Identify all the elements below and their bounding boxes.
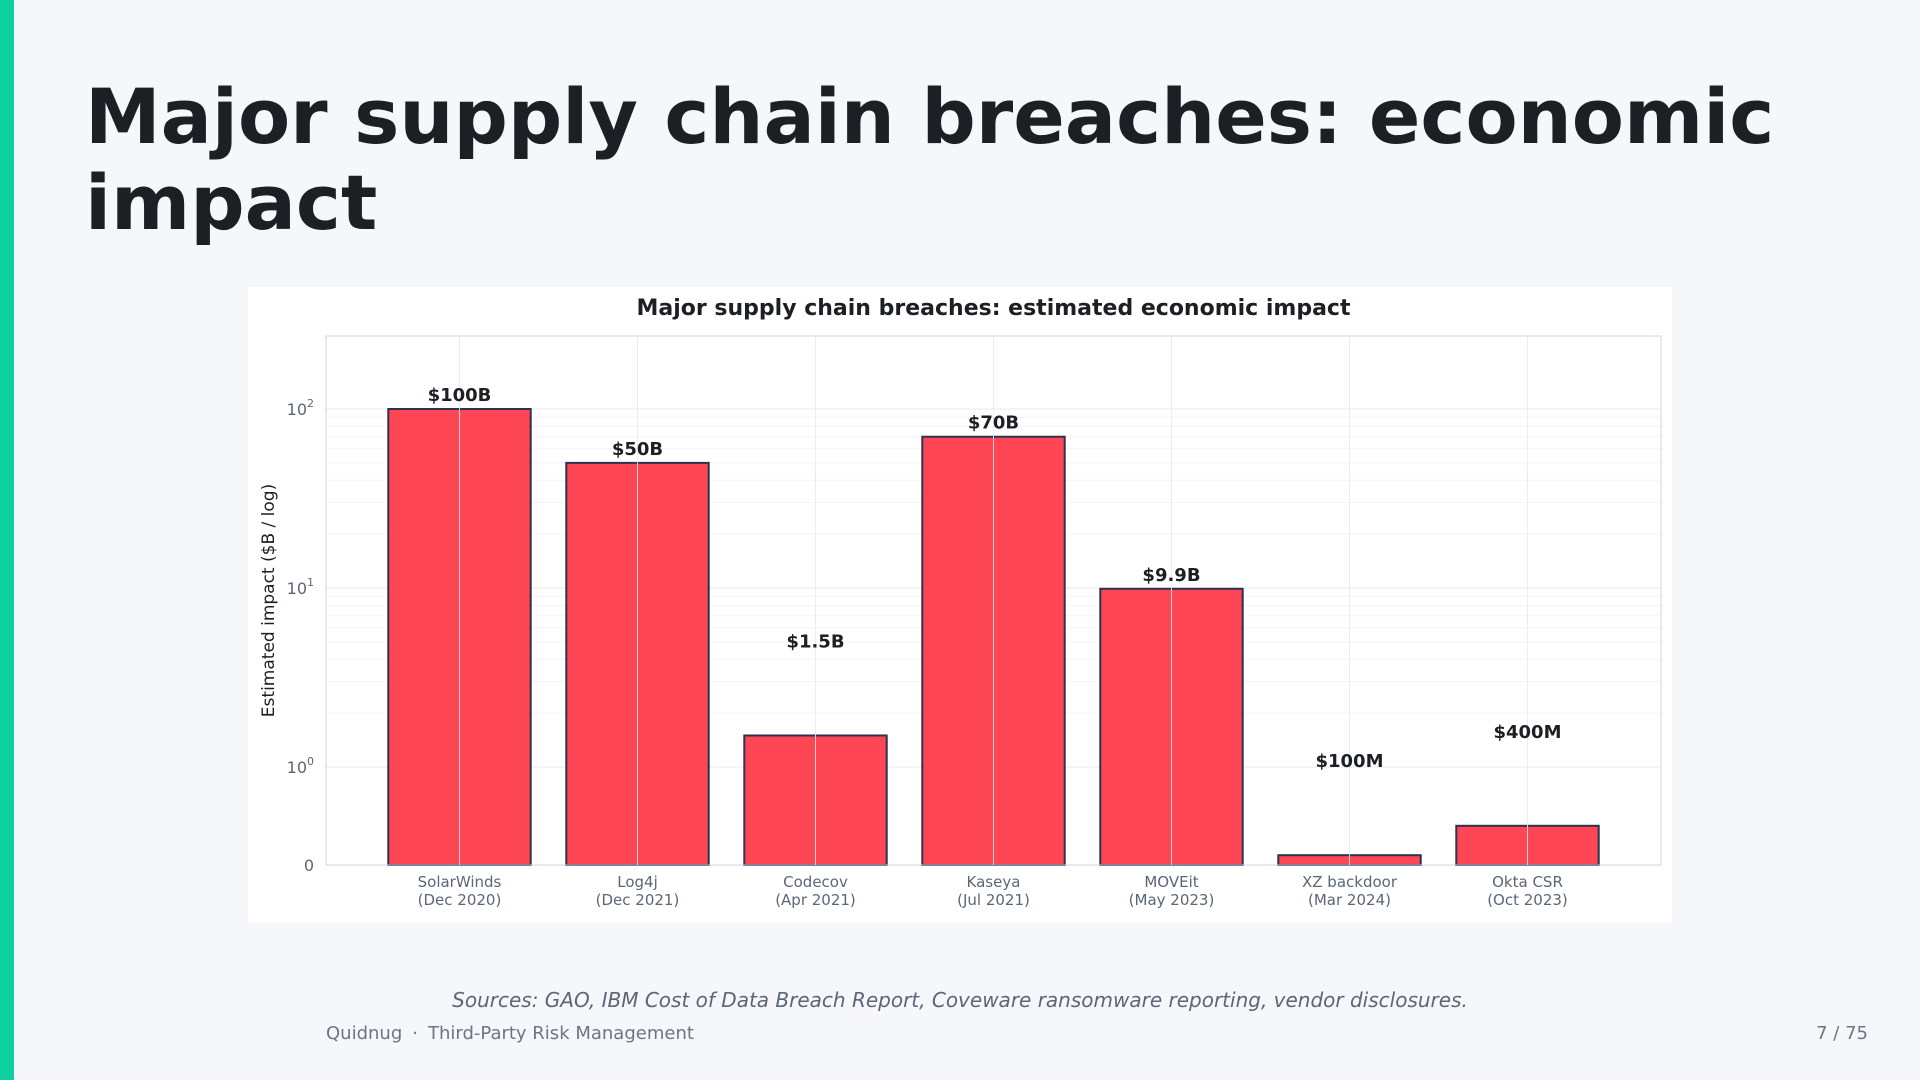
data-label: $9.9B [1142, 565, 1200, 586]
x-tick-label-date: (Dec 2021) [596, 891, 680, 909]
y-axis-label: Estimated impact ($B / log) [259, 484, 279, 717]
bar-chart: Major supply chain breaches: estimated e… [259, 296, 1662, 909]
page-number: 7 / 75 [1816, 1023, 1868, 1044]
slide-title: Major supply chain breaches: economic im… [85, 72, 1775, 247]
data-label: $100B [428, 385, 492, 406]
sources-note: Sources: GAO, IBM Cost of Data Breach Re… [452, 988, 1468, 1012]
x-tick-label: Kaseya [967, 873, 1021, 891]
chart-panel: Major supply chain breaches: estimated e… [248, 287, 1672, 922]
x-tick-label: MOVEit [1144, 873, 1198, 891]
x-tick-label-date: (Jul 2021) [957, 891, 1030, 909]
y-tick-label: 0 [304, 856, 314, 875]
footer-brand: Quidnug [326, 1023, 403, 1044]
x-tick-label: Log4j [617, 873, 658, 891]
x-tick-label-date: (Dec 2020) [418, 891, 502, 909]
accent-bar [0, 0, 14, 1080]
y-tick-label: 100 [287, 755, 314, 777]
footer-deck-title: Third-Party Risk Management [427, 1023, 694, 1044]
x-tick-label: XZ backdoor [1302, 873, 1398, 891]
data-label: $100M [1315, 751, 1383, 772]
chart-title: Major supply chain breaches: estimated e… [637, 296, 1351, 321]
x-tick-label-date: (Oct 2023) [1487, 891, 1568, 909]
plot-frame [325, 335, 1662, 866]
y-tick-label: 102 [287, 397, 314, 419]
x-tick-label: Okta CSR [1492, 873, 1563, 891]
data-label: $1.5B [786, 631, 844, 652]
y-tick-label: 101 [287, 576, 314, 598]
footer: Quidnug · Third-Party Risk Management [326, 1023, 694, 1044]
data-label: $400M [1493, 722, 1561, 743]
x-tick-label-date: (Mar 2024) [1308, 891, 1391, 909]
x-tick-label: Codecov [783, 873, 848, 891]
footer-separator: · [412, 1023, 418, 1044]
x-tick-label: SolarWinds [418, 873, 502, 891]
data-label: $70B [968, 413, 1019, 434]
data-label: $50B [612, 439, 663, 460]
x-tick-label-date: (Apr 2021) [775, 891, 856, 909]
x-tick-label-date: (May 2023) [1129, 891, 1215, 909]
